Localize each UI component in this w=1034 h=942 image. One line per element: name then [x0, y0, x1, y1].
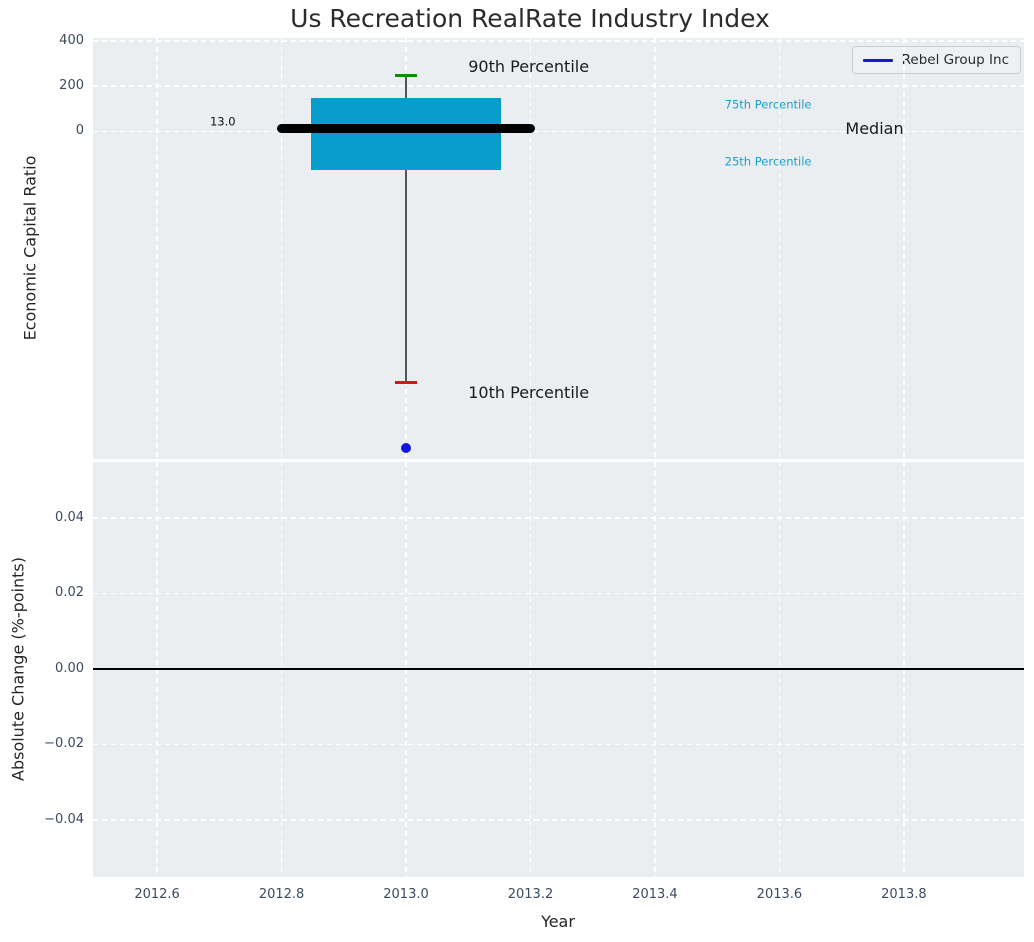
bottom-ytick-label: 0.04 [55, 509, 84, 525]
x-gridline [529, 38, 532, 459]
x-gridline [654, 38, 656, 459]
median-line [276, 124, 536, 133]
top-ylabel: Economic Capital Ratio [20, 155, 40, 341]
x-gridline [778, 38, 781, 459]
legend-label: Rebel Group Inc [901, 52, 1009, 68]
y-gridline [93, 819, 1024, 821]
legend-line-swatch [862, 58, 893, 62]
q3-label: 75th Percentile [724, 97, 812, 112]
x-gridline [903, 38, 905, 459]
bottom-ytick-label: −0.02 [44, 736, 84, 752]
company-point [401, 443, 412, 454]
bottom-ytick-label: −0.04 [44, 811, 84, 827]
iqr-box [311, 97, 501, 170]
xtick-label: 2013.6 [756, 887, 803, 902]
bottom-axes [93, 462, 1024, 877]
p10-label: 10th Percentile [468, 383, 590, 403]
y-gridline [93, 130, 1024, 133]
whisker-line [405, 75, 407, 383]
xtick-label: 2012.6 [134, 887, 180, 902]
top-ytick-label: 400 [59, 32, 84, 48]
x-gridline [280, 38, 283, 459]
xtick-label: 2012.8 [258, 887, 305, 902]
legend: Rebel Group Inc [851, 46, 1021, 74]
y-gridline [93, 517, 1024, 519]
median-label: Median [845, 119, 904, 139]
xtick-label: 2013.4 [632, 887, 678, 902]
xtick-label: 2013.2 [507, 887, 554, 902]
p90-cap [395, 73, 417, 78]
bottom-ytick-label: 0.00 [55, 660, 84, 676]
xtick-label: 2013.8 [881, 887, 927, 902]
xtick-label: 2013.0 [383, 887, 429, 902]
xlabel: Year [541, 912, 575, 931]
y-gridline [93, 40, 1024, 42]
chart-title: Us Recreation RealRate Industry Index [290, 4, 770, 33]
top-ytick-label: 200 [59, 78, 84, 94]
top-axes: Rebel Group Inc 90th Percentile 10th Perc… [93, 38, 1024, 459]
x-gridline [156, 38, 158, 459]
p10-cap [395, 380, 417, 385]
y-gridline [93, 743, 1024, 746]
bottom-ytick-label: 0.02 [55, 585, 84, 601]
y-gridline [93, 85, 1024, 87]
top-ytick-label: 0 [75, 123, 84, 139]
y-gridline [93, 592, 1024, 595]
median-value-label: 13.0 [209, 115, 236, 130]
q1-label: 25th Percentile [724, 154, 812, 169]
zero-change-line [93, 667, 1024, 670]
p90-label: 90th Percentile [468, 57, 590, 77]
